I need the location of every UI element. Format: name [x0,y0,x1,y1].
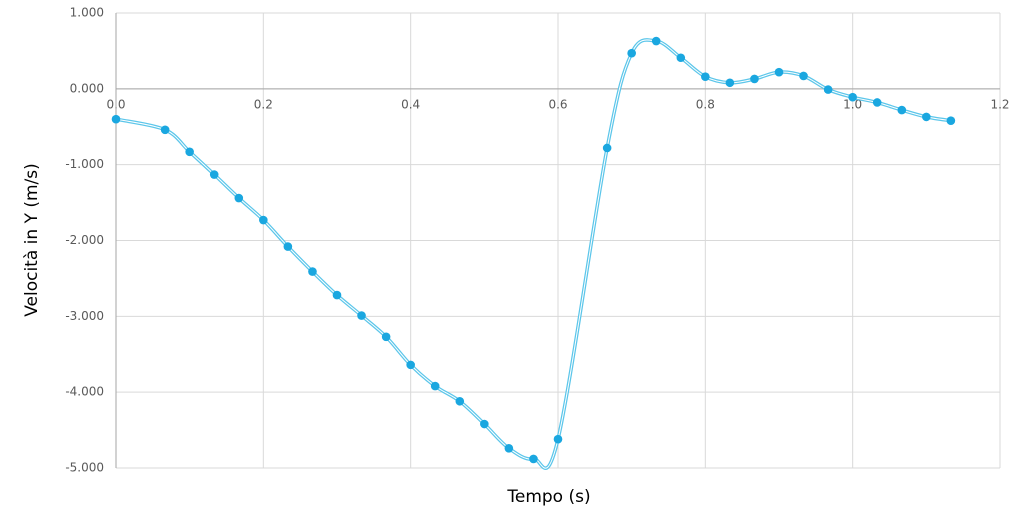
point [160,125,170,135]
point [430,381,440,391]
y-tick-label: -5.000 [65,461,104,475]
point [799,71,808,81]
series-line [115,38,952,470]
point [529,454,538,464]
point [897,105,907,115]
y-tick-label: -4.000 [65,385,104,399]
point [725,78,735,88]
x-tick-label: 0.4 [401,97,420,111]
point [848,92,857,102]
point [553,434,563,444]
y-tick-label: -3.000 [65,309,104,323]
x-axis-title: Tempo (s) [506,487,590,507]
point [480,419,489,429]
y-tick-label: -1.000 [65,157,104,171]
point [774,67,784,77]
point [381,332,391,342]
point [111,114,121,124]
point [651,36,661,46]
x-tick-label: 1.0 [843,97,862,111]
point [627,48,636,58]
point [209,170,219,179]
point [455,396,465,406]
y-axis-title: Velocità in Y (m/s) [22,163,42,317]
series-line-core [115,39,951,469]
x-tick-label: 0.6 [548,97,567,111]
point [283,242,293,251]
point [406,360,415,370]
point [676,53,686,63]
point [185,147,194,157]
point [701,72,710,81]
point [308,267,317,276]
point [332,290,342,300]
point [823,85,833,94]
point [259,215,268,225]
point [750,74,759,84]
point [504,443,514,453]
point [946,116,956,125]
point [922,112,931,122]
point [357,311,366,320]
point [602,143,612,153]
y-tick-label: -2.000 [65,233,104,247]
x-tick-label: 1.2 [990,97,1009,111]
x-tick-label: 0.8 [696,97,715,111]
x-tick-label: 0.2 [254,97,273,111]
point [872,98,882,107]
point [234,193,244,203]
y-tick-label: 0.000 [70,81,104,95]
y-tick-label: 1.000 [70,6,104,20]
